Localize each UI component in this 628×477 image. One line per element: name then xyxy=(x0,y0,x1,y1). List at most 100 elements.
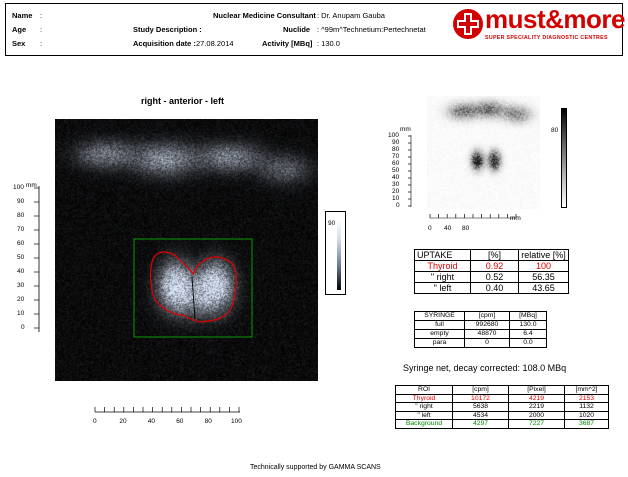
background-roi xyxy=(133,238,253,338)
study-label: Study Description : xyxy=(133,25,202,34)
roi-row-label: " left xyxy=(395,410,453,420)
acquisition-date-label: Acquisition date : xyxy=(133,39,196,48)
logo: must&more SUPER SPECIALITY DIAGNOSTIC CE… xyxy=(449,4,625,46)
main-colorbar-max: 90 xyxy=(328,220,336,227)
syringe-net-text: Syringe net, decay corrected: 108.0 MBq xyxy=(403,363,567,373)
syringe-table: SYRINGE [cpm] [MBq] full 992680 130.0 em… xyxy=(414,311,547,348)
roi-row-label: Background xyxy=(395,419,453,429)
roi-row-pixel: 2000 xyxy=(508,410,565,420)
uptake-row-left: " left 0.40 43.65 xyxy=(414,282,569,294)
small-colorbar-max: 80 xyxy=(551,127,559,134)
main-x-tick-label: 40 xyxy=(147,418,156,425)
main-y-unit: mm xyxy=(26,182,37,189)
syringe-row-cpm: 0 xyxy=(464,338,510,348)
uptake-row-thyroid: Thyroid 0.92 100 xyxy=(414,260,569,272)
consultant-label: Nuclear Medicine Consultant xyxy=(213,11,316,20)
roi-row-cpm: 4534 xyxy=(452,410,509,420)
roi-row-cpm: 4297 xyxy=(452,419,509,429)
main-x-tick-label: 100 xyxy=(231,418,242,425)
roi-row-label: Thyroid xyxy=(395,393,453,403)
syringe-header-mbq: [MBq] xyxy=(509,311,547,321)
uptake-row-pct: 0.40 xyxy=(470,282,519,294)
main-x-tick-label: 80 xyxy=(204,418,212,425)
uptake-row-rel: 56.35 xyxy=(518,271,569,283)
age-value: : xyxy=(40,25,43,34)
roi-header-cpm: [cpm] xyxy=(452,385,509,395)
main-y-tick-label: 40 xyxy=(17,268,25,275)
uptake-table: UPTAKE [%] relative [%] Thyroid 0.92 100… xyxy=(414,249,569,294)
roi-row-mm2: 1020 xyxy=(564,410,609,420)
roi-row-thyroid: Thyroid 10172 4219 2153 xyxy=(395,393,609,403)
thyroid-roi xyxy=(150,251,237,323)
small-y-axis xyxy=(408,135,412,207)
patient-header xyxy=(5,3,623,56)
small-x-axis xyxy=(429,214,517,219)
uptake-row-rel: 100 xyxy=(518,260,569,272)
roi-row-right: " right 5638 2219 1132 xyxy=(395,402,609,412)
roi-row-cpm: 10172 xyxy=(452,393,509,403)
roi-row-background: Background 4297 7227 3687 xyxy=(395,419,609,429)
uptake-row-label: " right xyxy=(414,271,471,283)
syringe-row-label: para xyxy=(414,338,465,348)
main-y-tick-label: 30 xyxy=(17,282,25,289)
age-label: Age xyxy=(12,25,27,34)
roi-row-mm2: 2153 xyxy=(564,393,609,403)
main-y-tick-label: 20 xyxy=(17,296,25,303)
main-y-tick-label: 90 xyxy=(17,198,25,205)
uptake-row-pct: 0.92 xyxy=(470,260,519,272)
sex-value: : xyxy=(40,39,43,48)
logo-tagline: SUPER SPECIALITY DIAGNOSTIC CENTRES xyxy=(485,35,608,41)
uptake-row-rel: 43.65 xyxy=(518,282,569,294)
uptake-row-label: Thyroid xyxy=(414,260,471,272)
main-y-tick-label: 50 xyxy=(17,254,25,261)
small-y-tick-label: 90 xyxy=(392,139,400,146)
uptake-header-pct: [%] xyxy=(470,249,519,261)
main-y-tick-label: 0 xyxy=(21,324,25,331)
name-label: Name xyxy=(12,11,33,20)
syringe-row-para: para 0 0.0 xyxy=(414,338,547,348)
uptake-header-rel: relative [%] xyxy=(518,249,569,261)
syringe-header-label: SYRINGE xyxy=(414,311,465,321)
small-y-tick-label: 100 xyxy=(388,132,399,139)
nuclide-label: Nuclide xyxy=(283,25,311,34)
main-x-tick-label: 20 xyxy=(119,418,127,425)
syringe-row-mbq: 0.0 xyxy=(509,338,547,348)
roi-row-left: " left 4534 2000 1020 xyxy=(395,410,609,420)
sex-label: Sex xyxy=(12,39,26,48)
small-x-tick-label: 80 xyxy=(462,225,470,232)
syringe-row-empty: empty 48870 6.4 xyxy=(414,329,547,339)
small-y-tick-label: 10 xyxy=(392,195,400,202)
uptake-row-pct: 0.52 xyxy=(470,271,519,283)
uptake-row-right: " right 0.52 56.35 xyxy=(414,271,569,283)
split-line xyxy=(191,276,196,320)
small-y-tick-label: 30 xyxy=(392,181,400,188)
small-y-tick-label: 60 xyxy=(392,160,400,167)
roi-header-mm2: [mm^2] xyxy=(564,385,609,395)
nuclide-value: : ^99m^Technetium:Pertechnetat xyxy=(317,25,426,34)
main-x-tick-label: 0 xyxy=(93,418,97,425)
roi-header-label: ROI xyxy=(395,385,453,395)
main-y-tick-label: 70 xyxy=(17,226,25,233)
main-y-tick-label: 60 xyxy=(17,240,25,247)
scintigraphy-small-image xyxy=(427,96,540,209)
activity-label: Activity [MBq] xyxy=(262,39,313,48)
roi-row-pixel: 4219 xyxy=(508,393,565,403)
main-y-tick-label: 100 xyxy=(13,184,24,191)
name-value: : xyxy=(40,11,43,20)
small-colorbar xyxy=(561,108,567,208)
scintigraphy-main-image xyxy=(55,119,318,381)
small-y-tick-label: 0 xyxy=(396,202,400,209)
small-y-tick-label: 50 xyxy=(392,167,400,174)
roi-row-mm2: 3687 xyxy=(564,419,609,429)
roi-row-label: " right xyxy=(395,402,453,412)
small-x-tick-label: 0 xyxy=(428,225,432,232)
roi-overlay xyxy=(133,238,253,338)
roi-row-cpm: 5638 xyxy=(452,402,509,412)
roi-row-pixel: 7227 xyxy=(508,419,565,429)
small-y-tick-label: 70 xyxy=(392,153,400,160)
logo-text: must&more xyxy=(485,4,625,34)
small-y-tick-label: 20 xyxy=(392,188,400,195)
footer-text: Technically supported by GAMMA SCANS xyxy=(250,464,381,471)
main-x-tick-label: 60 xyxy=(176,418,184,425)
main-y-tick-label: 80 xyxy=(17,212,25,219)
